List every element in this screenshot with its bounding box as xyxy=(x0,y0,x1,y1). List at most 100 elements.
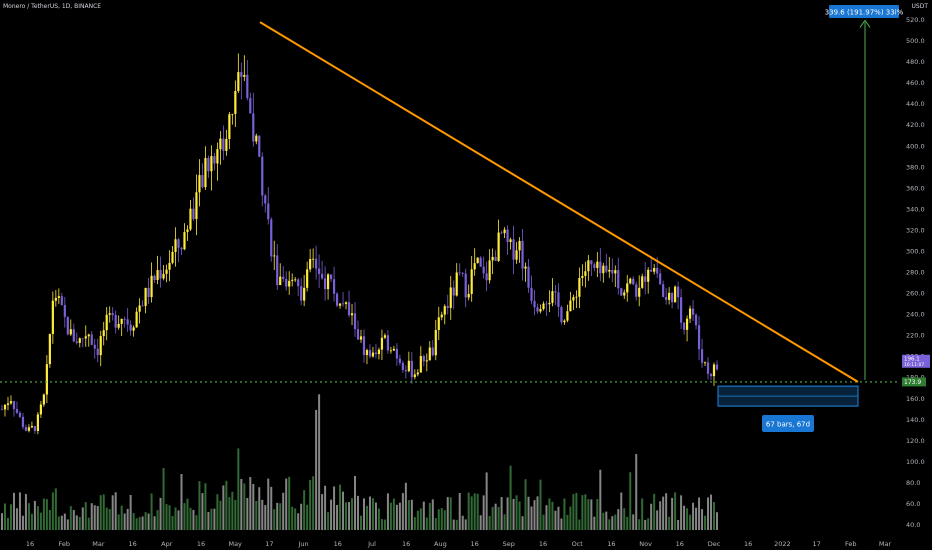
candle-body xyxy=(362,336,366,356)
candle-body xyxy=(566,311,569,321)
volume-bar xyxy=(189,507,192,530)
volume-bar xyxy=(249,477,252,530)
volume-bar xyxy=(608,519,611,530)
volume-bar xyxy=(150,493,153,530)
volume-bar xyxy=(476,493,479,530)
volume-bar xyxy=(129,494,132,530)
volume-bar xyxy=(668,516,671,530)
volume-bar xyxy=(138,517,141,530)
x-tick-label: Apr xyxy=(161,540,173,548)
volume-bar xyxy=(66,519,69,530)
candle-body xyxy=(42,394,45,405)
candle-body xyxy=(542,303,545,310)
candle-body xyxy=(712,364,716,377)
candle-body xyxy=(671,292,674,303)
volume-bar xyxy=(524,479,527,530)
candle-body xyxy=(75,341,78,343)
volume-bar xyxy=(374,502,377,530)
candle-body xyxy=(700,349,704,363)
candle-body xyxy=(222,138,225,151)
x-tick-label: 16 xyxy=(539,540,547,548)
candle-body xyxy=(153,275,156,281)
volume-bar xyxy=(222,485,225,530)
candle-body xyxy=(668,292,671,300)
volume-bar xyxy=(365,505,368,530)
y-tick-label: 100.0 xyxy=(906,458,925,466)
candle-body xyxy=(398,358,401,363)
volume-bar xyxy=(234,499,237,530)
volume-bar xyxy=(1,513,3,530)
volume-bar xyxy=(638,519,641,530)
candle-body xyxy=(476,257,479,264)
volume-bar xyxy=(48,509,51,530)
candle-body xyxy=(111,313,114,316)
volume-bar xyxy=(656,510,659,530)
x-tick-label: Oct xyxy=(572,540,584,548)
volume-bar xyxy=(78,516,81,530)
volume-bar xyxy=(75,515,78,530)
candle-body xyxy=(219,138,222,150)
volume-bar xyxy=(494,503,497,530)
candle-body xyxy=(482,266,485,274)
candle-body xyxy=(656,268,659,274)
volume-bar xyxy=(87,517,90,530)
candle-body xyxy=(9,401,13,404)
volume-bar xyxy=(368,496,371,530)
candle-body xyxy=(353,313,357,330)
candle-body xyxy=(201,175,204,188)
candle-body xyxy=(596,261,599,268)
candle-body xyxy=(437,317,440,331)
volume-bar xyxy=(584,494,587,530)
volume-bar xyxy=(545,505,548,530)
volume-bar xyxy=(563,498,566,530)
volume-bar xyxy=(33,500,36,530)
candle-body xyxy=(497,232,500,261)
volume-bar xyxy=(63,513,66,530)
volume-bar xyxy=(380,519,383,530)
candle-body xyxy=(443,306,446,315)
volume-bar xyxy=(237,448,240,530)
candle-body xyxy=(243,74,246,77)
volume-bar xyxy=(171,516,174,530)
volume-bar xyxy=(662,496,665,530)
candle-body xyxy=(359,336,363,340)
y-tick-label: 260.0 xyxy=(906,290,925,298)
candle-body xyxy=(186,229,189,233)
candle-body xyxy=(479,257,482,267)
candle-body xyxy=(246,74,249,99)
y-tick-label: 160.0 xyxy=(906,395,925,403)
candle-body xyxy=(413,374,416,378)
volume-bar xyxy=(315,409,318,530)
volume-bar xyxy=(177,510,180,530)
volume-bar xyxy=(434,518,437,530)
y-tick-label: 420.0 xyxy=(906,121,925,129)
candle-body xyxy=(69,329,72,335)
support-price-tag: 173.9 xyxy=(902,377,926,387)
x-tick-label: Sep xyxy=(503,540,515,548)
target-arrowhead xyxy=(859,19,871,28)
candle-body xyxy=(677,286,680,298)
candle-body xyxy=(545,303,548,305)
candle-body xyxy=(147,287,150,298)
candle-body xyxy=(407,360,410,372)
candle-body xyxy=(90,334,93,345)
volume-bar xyxy=(201,493,204,530)
volume-bar xyxy=(530,506,533,530)
candle-body xyxy=(210,156,213,172)
volume-bar xyxy=(554,510,557,530)
volume-bar xyxy=(389,502,392,530)
candle-body xyxy=(383,335,387,338)
candle-body xyxy=(309,259,312,270)
volume-bar xyxy=(515,495,518,530)
candle-body xyxy=(234,90,237,114)
y-tick-label: 300.0 xyxy=(906,247,925,255)
candle-body xyxy=(665,296,668,300)
candle-body xyxy=(584,271,587,276)
volume-bar xyxy=(354,475,357,530)
volume-bar xyxy=(240,478,243,530)
candle-body xyxy=(192,208,195,220)
volume-bar xyxy=(695,507,698,530)
volume-bar xyxy=(312,476,315,530)
volume-bar xyxy=(674,492,677,530)
